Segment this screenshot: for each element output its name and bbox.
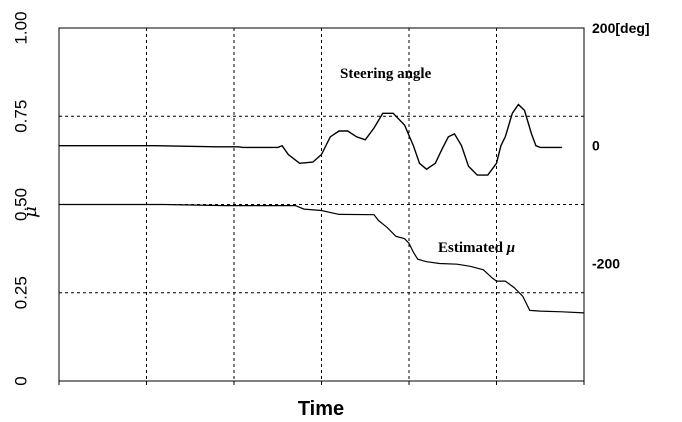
x-axis-ticks xyxy=(58,381,585,385)
x-axis-title: Time xyxy=(298,398,344,420)
estimated-mu-line xyxy=(59,203,585,314)
left-tick-label: 0.75 xyxy=(12,100,31,133)
y-axis-title: μ xyxy=(20,206,41,218)
right-tick-labels: 200[deg] 0 -200 xyxy=(592,20,650,271)
estimated-mu-label: Estimated μ xyxy=(438,240,515,256)
left-tick-label: 1.00 xyxy=(12,11,31,44)
left-tick-label: 0.25 xyxy=(12,276,31,309)
left-tick-label: 0.50 xyxy=(12,188,31,221)
right-tick-label: 200[deg] xyxy=(592,20,650,36)
series-group xyxy=(59,103,585,314)
steering-angle-label: Steering angle xyxy=(340,66,432,82)
estimated-mu-symbol: μ xyxy=(506,240,515,256)
left-tick-labels: 0 0.25 0.50 0.75 1.00 xyxy=(12,11,31,385)
right-tick-label: 0 xyxy=(592,138,600,154)
steering-angle-line xyxy=(59,103,563,176)
left-tick-label: 0 xyxy=(12,376,31,385)
estimated-mu-label-text: Estimated xyxy=(438,240,507,256)
right-tick-label: -200 xyxy=(592,255,620,271)
